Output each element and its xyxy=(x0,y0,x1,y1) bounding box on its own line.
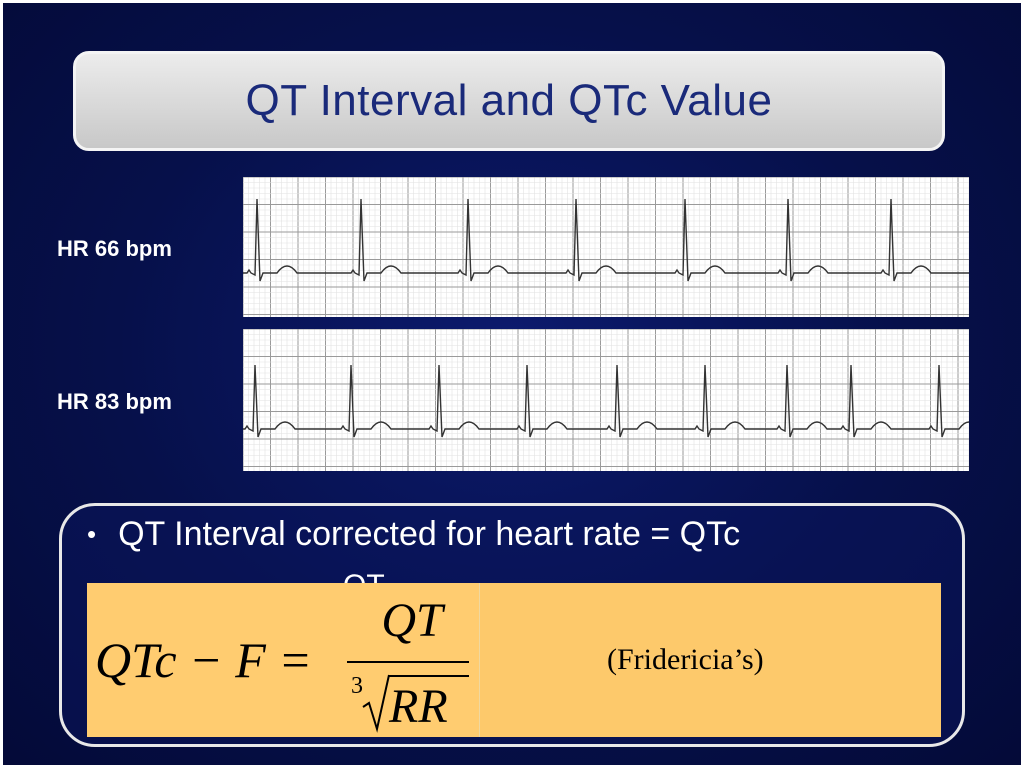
ecg-strip-83 xyxy=(243,329,969,471)
bullet-text: QT Interval corrected for heart rate = Q… xyxy=(118,515,741,553)
bullet-item: • QT Interval corrected for heart rate =… xyxy=(87,515,740,554)
ecg-trace-line xyxy=(243,364,969,438)
strip-label-66: HR 66 bpm xyxy=(57,236,172,261)
bullet-marker: • xyxy=(87,519,97,549)
ecg-trace-line xyxy=(243,198,969,282)
strip-label-83: HR 83 bpm xyxy=(57,389,172,414)
formula-fraction: QT 3 RR xyxy=(347,593,471,733)
title-box: QT Interval and QTc Value xyxy=(73,51,945,151)
radical-bar xyxy=(389,675,469,677)
formula-box: QTc − F = QT 3 RR (Fridericia’s) xyxy=(87,583,941,737)
formula-numerator: QT xyxy=(381,594,443,647)
formula-equation: QTc − F = QT 3 RR xyxy=(87,583,480,737)
radical-sign-icon xyxy=(362,674,390,733)
root-index: 3 xyxy=(351,673,363,699)
ecg-trace-66 xyxy=(243,177,969,317)
ecg-strip-66 xyxy=(243,177,969,317)
slide: QT Interval and QTc Value HR 66 bpm HR 8… xyxy=(3,3,1021,765)
formula-lhs: QTc − F = xyxy=(95,632,313,688)
ecg-trace-83 xyxy=(243,329,969,471)
fraction-bar xyxy=(347,661,469,663)
slide-title: QT Interval and QTc Value xyxy=(245,76,773,125)
formula-note: (Fridericia’s) xyxy=(607,643,764,676)
formula-denominator: RR xyxy=(389,680,448,733)
